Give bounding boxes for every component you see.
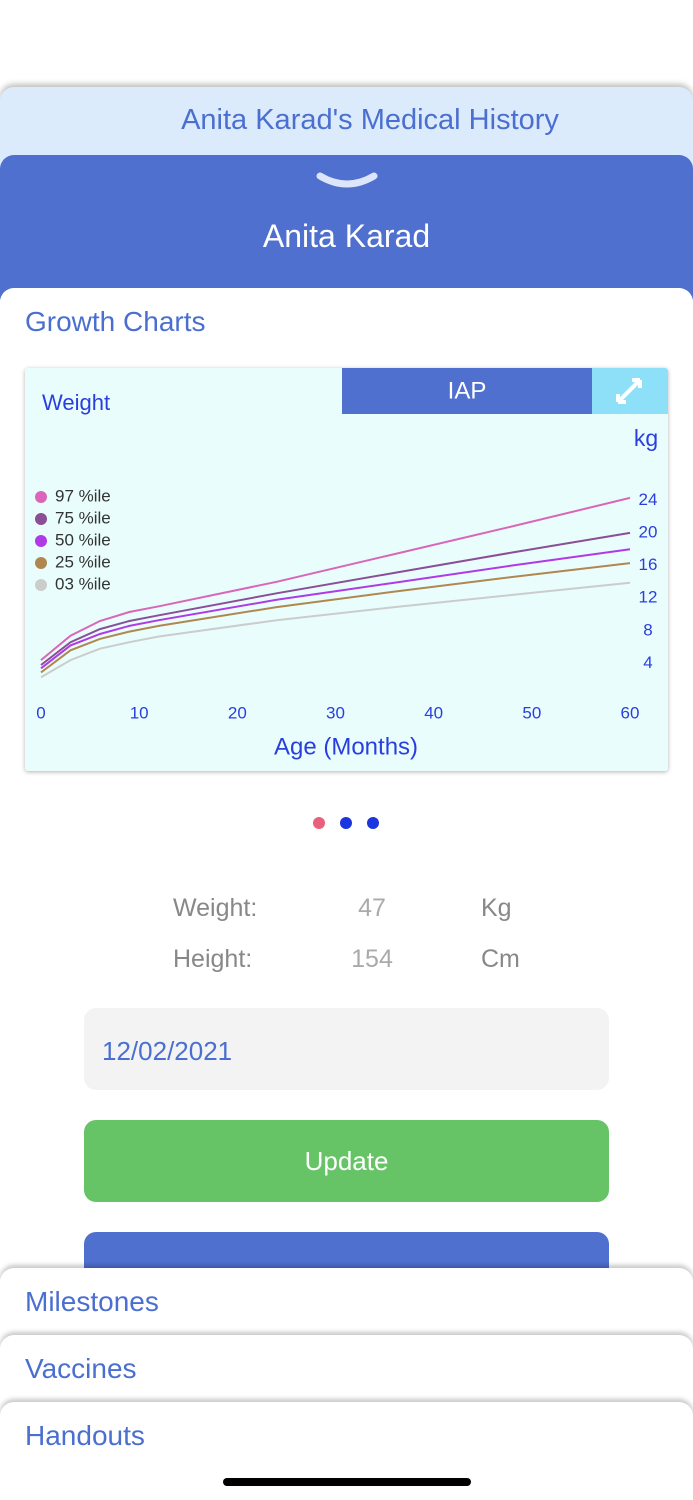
chart: IAP Weight kg Age (Months) 0 10 20 30 40 50 60… xyxy=(25,368,668,771)
tab-label: Handouts xyxy=(25,1420,145,1451)
expand-icon xyxy=(616,378,642,404)
legend-swatch xyxy=(35,513,47,525)
x-tick-label: 20 xyxy=(228,703,247,722)
x-axis-label: Age (Months) xyxy=(274,733,418,760)
patient-panel xyxy=(0,155,693,300)
measure-value: 47 xyxy=(358,894,386,922)
section-title: Growth Charts xyxy=(25,306,206,337)
tab[interactable]: Handouts xyxy=(0,1402,693,1500)
page-dot[interactable] xyxy=(367,817,379,829)
x-tick-label: 30 xyxy=(326,703,345,722)
page-dot[interactable] xyxy=(313,817,325,829)
x-tick-label: 40 xyxy=(424,703,443,722)
measure-unit: Cm xyxy=(481,945,520,973)
home-indicator xyxy=(223,1478,471,1486)
y-tick-label: 12 xyxy=(639,588,658,607)
x-tick-label: 10 xyxy=(130,703,149,722)
x-tick-label: 60 xyxy=(621,703,640,722)
legend-label: 75 %ile xyxy=(55,508,111,527)
y-tick-label: 20 xyxy=(639,522,658,541)
tab-label: Milestones xyxy=(25,1286,159,1317)
measure-value: 154 xyxy=(351,945,393,973)
legend-swatch xyxy=(35,535,47,547)
history-header xyxy=(0,87,693,167)
tab-label: Vaccines xyxy=(25,1353,137,1384)
legend-label: 97 %ile xyxy=(55,486,111,505)
measure-unit: Kg xyxy=(481,894,512,922)
legend-swatch xyxy=(35,491,47,503)
series-line xyxy=(40,531,631,666)
patient-name: Anita Karad xyxy=(262,218,431,254)
series-line xyxy=(40,581,631,679)
y-tick-label: 8 xyxy=(643,620,652,639)
badge: IAP xyxy=(448,377,487,404)
series-line xyxy=(40,562,631,674)
badge-bg[interactable] xyxy=(342,368,592,414)
chart-title: Weight xyxy=(42,390,110,415)
measure-label: Height: xyxy=(173,945,253,973)
y-tick-label: 24 xyxy=(639,490,658,509)
page-dot[interactable] xyxy=(340,817,352,829)
legend-swatch xyxy=(35,579,47,591)
legend-swatch xyxy=(35,557,47,569)
legend-label: 50 %ile xyxy=(55,530,111,549)
series-line xyxy=(40,548,631,670)
history-title: Anita Karad's Medical History xyxy=(181,104,559,136)
legend-label: 03 %ile xyxy=(55,574,111,593)
y-tick-label: 16 xyxy=(639,555,658,574)
measure-label: Weight: xyxy=(173,894,258,922)
date-field[interactable]: 12/02/2021 xyxy=(84,1008,609,1090)
chart-bg xyxy=(25,368,668,771)
collapse-chevron[interactable] xyxy=(316,170,378,192)
series-line xyxy=(40,496,631,661)
x-tick-label: 0 xyxy=(36,703,45,722)
y-unit: kg xyxy=(634,425,658,451)
date-value: 12/02/2021 xyxy=(102,1036,233,1066)
update-button[interactable]: Update xyxy=(84,1120,609,1202)
y-tick-label: 4 xyxy=(643,653,652,672)
legend-label: 25 %ile xyxy=(55,552,111,571)
x-tick-label: 50 xyxy=(522,703,541,722)
